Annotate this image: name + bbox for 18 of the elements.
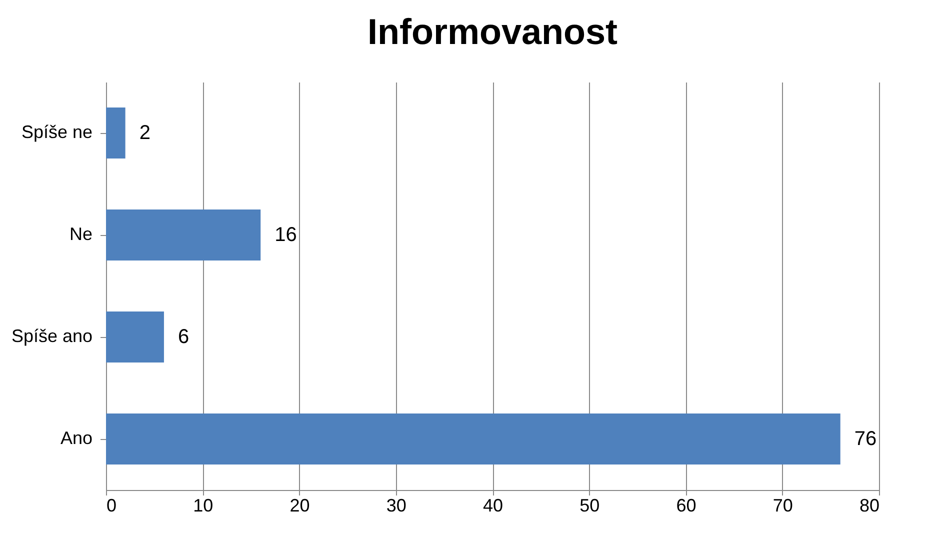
y-tick-label: Spíše ano (11, 326, 92, 346)
x-tick-label: 70 (772, 496, 793, 516)
x-tick-label: 40 (482, 496, 504, 516)
chart-title: Informovanost (367, 11, 618, 52)
y-tick-label: Ano (60, 428, 92, 448)
x-tick-label: 80 (859, 496, 880, 516)
x-tick-label: 0 (106, 496, 117, 516)
y-tick-label: Ne (69, 224, 92, 244)
x-tick-label: 10 (193, 496, 214, 516)
data-label: 16 (274, 224, 297, 246)
data-label: 6 (178, 326, 190, 348)
y-tick-label: Spíše ne (21, 122, 92, 142)
x-tick-label: 30 (386, 496, 406, 516)
data-label: 2 (139, 122, 150, 144)
x-tick-label: 20 (290, 496, 310, 516)
x-tick-label: 50 (580, 496, 600, 516)
x-tick-label: 60 (676, 496, 696, 516)
data-label: 76 (854, 428, 877, 450)
